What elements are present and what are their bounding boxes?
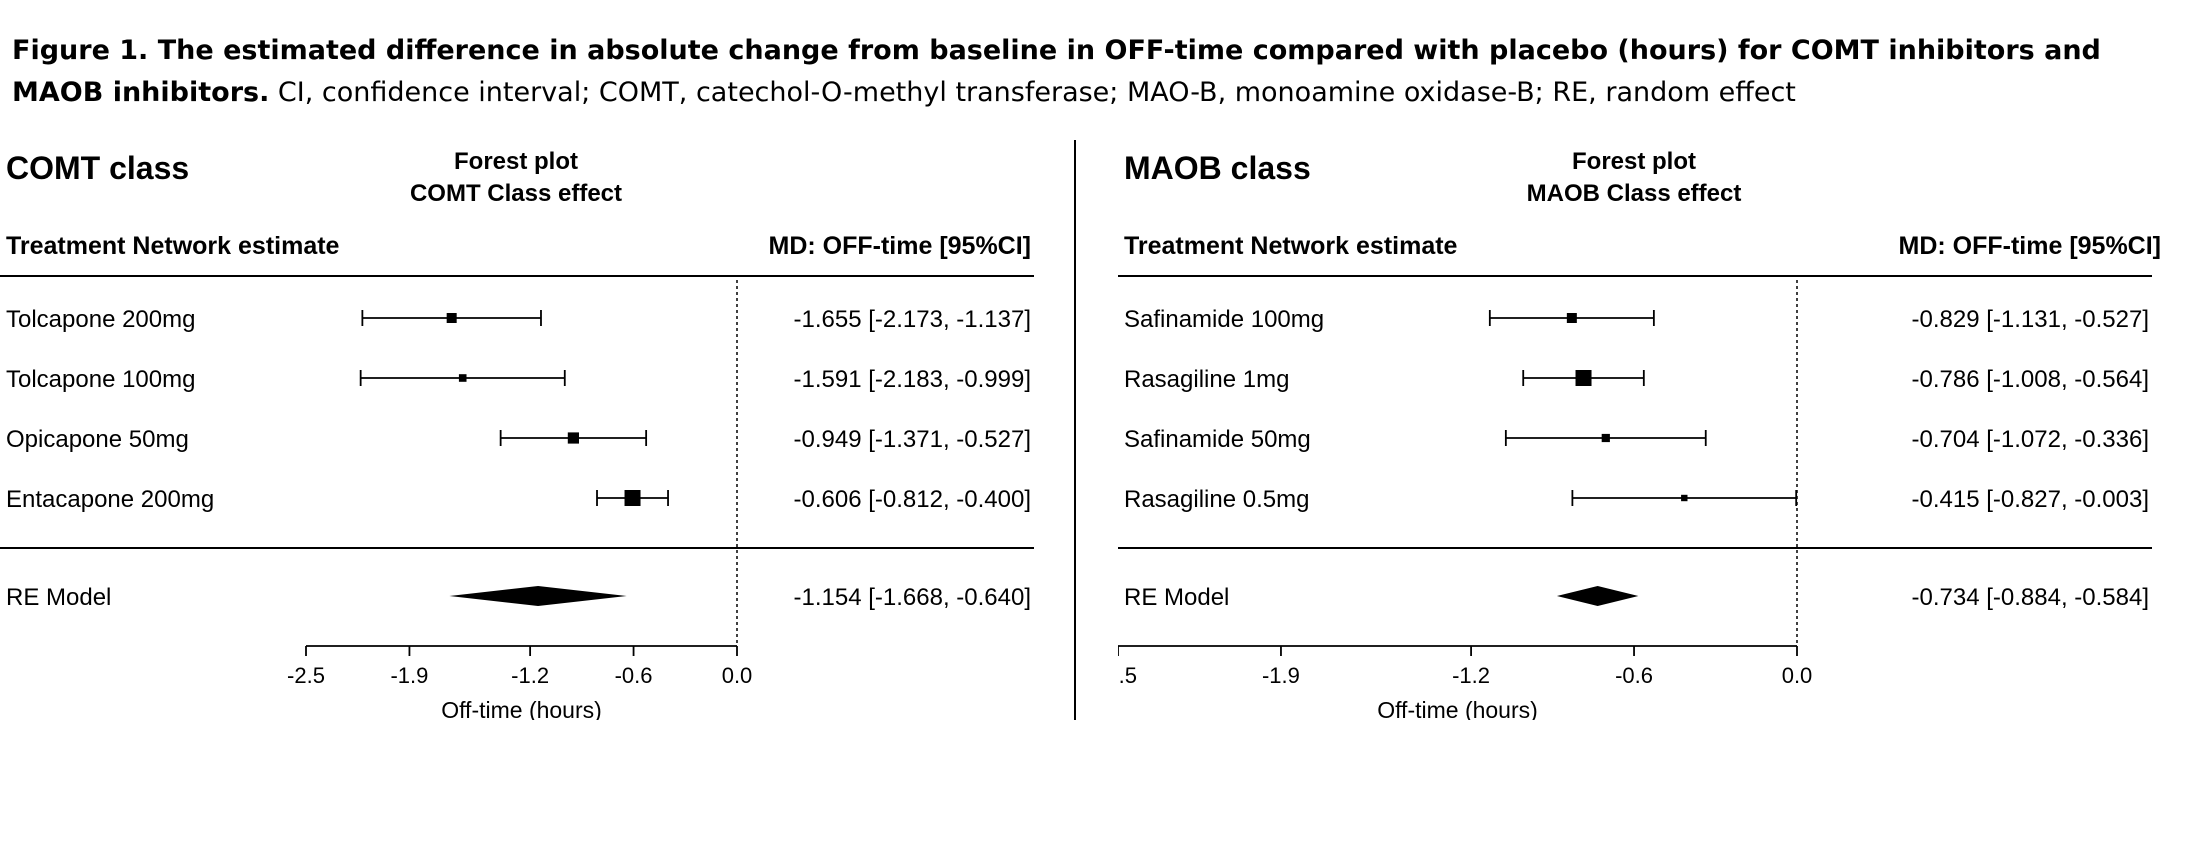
subtitle-line-1: Forest plot: [1572, 148, 1696, 175]
study-label: Safinamide 100mg: [1124, 306, 1324, 333]
col-header-right: MD: OFF-time [95%CI]: [1898, 232, 2162, 260]
summary-label: RE Model: [6, 584, 111, 611]
study-label: Tolcapone 200mg: [6, 306, 195, 333]
study-label: Safinamide 50mg: [1124, 426, 1311, 453]
point-estimate: [446, 313, 457, 323]
x-tick-label: -1.2: [1452, 663, 1490, 688]
x-tick-label: -0.6: [1615, 663, 1653, 688]
x-tick-label: -2.5: [1118, 663, 1137, 688]
x-tick-label: 0.0: [722, 663, 753, 688]
caption-rest: CI, confidence interval; COMT, catechol-…: [269, 77, 1796, 108]
estimate-text: -0.829 [-1.131, -0.527]: [1912, 306, 2150, 333]
comt-panel: COMT class Forest plot COMT Class effect…: [0, 140, 1045, 720]
subtitle-line-1: Forest plot: [454, 148, 578, 175]
panel-title: COMT class: [6, 150, 190, 186]
panel-subtitle: Forest plot COMT Class effect: [306, 146, 726, 210]
x-tick-label: -2.5: [287, 663, 325, 688]
summary-diamond: [449, 586, 627, 606]
x-tick-label: -1.9: [390, 663, 428, 688]
study-label: Opicapone 50mg: [6, 426, 189, 453]
summary-label: RE Model: [1124, 584, 1229, 611]
summary-estimate-text: -1.154 [-1.668, -0.640]: [794, 584, 1032, 611]
col-header-left: Treatment Network estimate: [1124, 232, 1458, 260]
study-label: Rasagiline 0.5mg: [1124, 486, 1309, 513]
x-tick-label: 0.0: [1782, 663, 1813, 688]
summary-estimate-text: -0.734 [-0.884, -0.584]: [1912, 584, 2150, 611]
point-estimate: [458, 374, 467, 382]
x-tick-label: -1.9: [1262, 663, 1300, 688]
forest-plot-maob: Safinamide 100mg -0.829 [-1.131, -0.527] R…: [1118, 275, 2152, 720]
x-tick-label: -0.6: [615, 663, 653, 688]
summary-diamond: [1556, 586, 1639, 606]
panel-divider: [1074, 140, 1076, 720]
study-label: Entacapone 200mg: [6, 486, 214, 513]
estimate-text: -1.655 [-2.173, -1.137]: [794, 306, 1032, 333]
panel-title: MAOB class: [1124, 150, 1311, 186]
subtitle-line-2: MAOB Class effect: [1526, 180, 1742, 207]
point-estimate: [567, 432, 579, 444]
study-label: Tolcapone 100mg: [6, 366, 195, 393]
point-estimate: [1601, 433, 1610, 443]
x-tick-label: -1.2: [511, 663, 549, 688]
caption-bold: Figure 1. The estimated difference in ab…: [12, 35, 2101, 108]
point-estimate: [624, 490, 641, 506]
maob-panel: MAOB class Forest plot MAOB Class effect…: [1118, 140, 2163, 720]
point-estimate: [1575, 370, 1592, 386]
estimate-text: -0.786 [-1.008, -0.564]: [1912, 366, 2150, 393]
x-axis-label: Off-time (hours): [1377, 697, 1538, 720]
point-estimate: [1566, 313, 1577, 323]
estimate-text: -0.949 [-1.371, -0.527]: [794, 426, 1032, 453]
col-header-left: Treatment Network estimate: [6, 232, 340, 260]
estimate-text: -0.415 [-0.827, -0.003]: [1912, 486, 2150, 513]
point-estimate: [1681, 494, 1688, 502]
estimate-text: -0.606 [-0.812, -0.400]: [794, 486, 1032, 513]
panel-subtitle: Forest plot MAOB Class effect: [1424, 146, 1844, 210]
figure-caption: Figure 1. The estimated difference in ab…: [12, 30, 2192, 114]
study-label: Rasagiline 1mg: [1124, 366, 1289, 393]
subtitle-line-2: COMT Class effect: [409, 180, 623, 207]
estimate-text: -1.591 [-2.183, -0.999]: [794, 366, 1032, 393]
estimate-text: -0.704 [-1.072, -0.336]: [1912, 426, 2150, 453]
forest-plot-comt: Tolcapone 200mg -1.655 [-2.173, -1.137] To…: [0, 275, 1034, 720]
col-header-right: MD: OFF-time [95%CI]: [768, 232, 1032, 260]
x-axis-label: Off-time (hours): [441, 697, 602, 720]
